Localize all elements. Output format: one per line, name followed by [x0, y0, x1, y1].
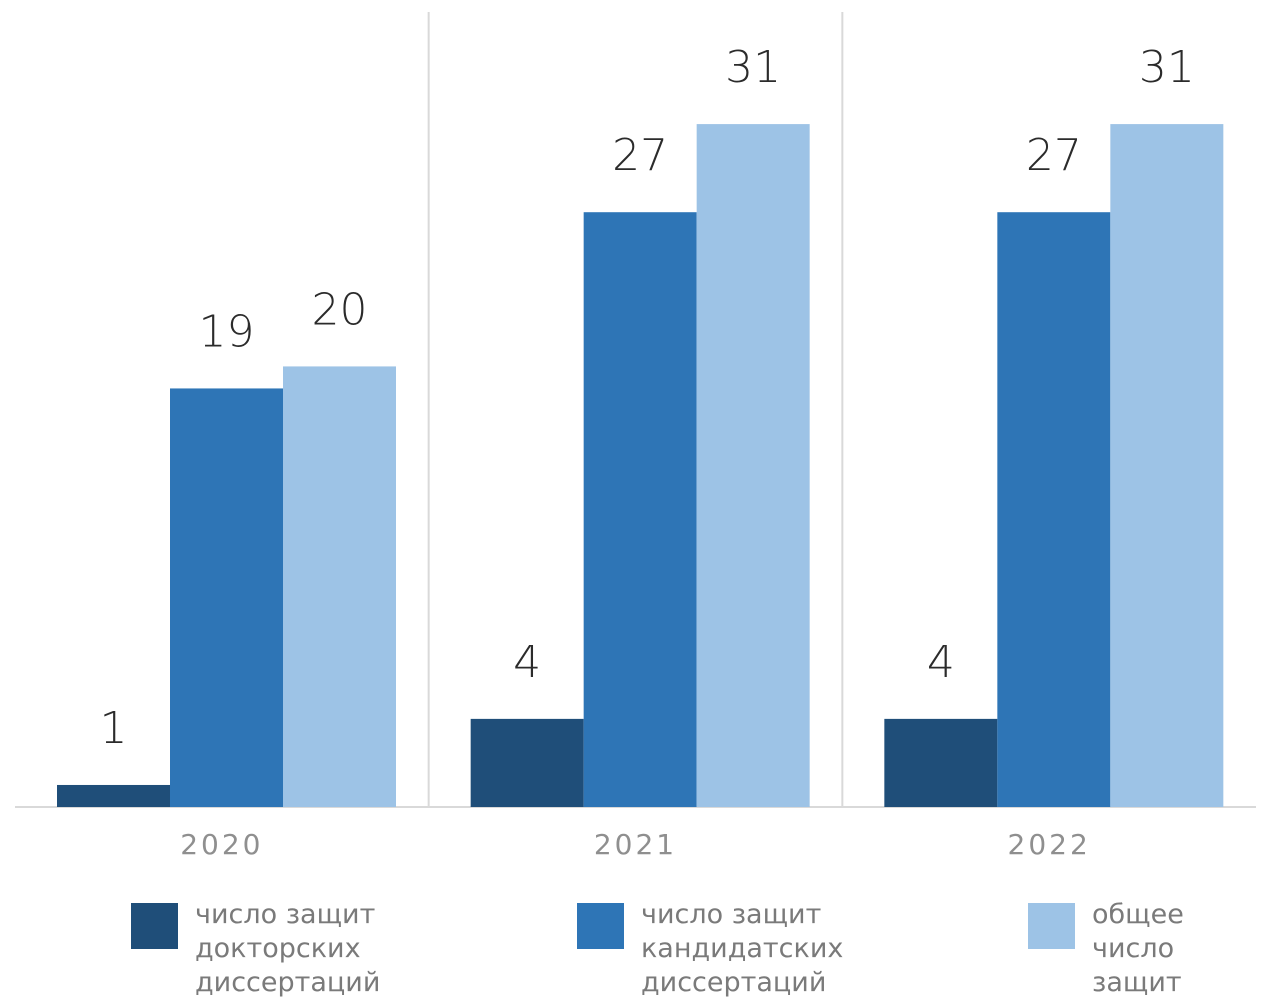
bar-2022-series-1	[884, 718, 998, 807]
data-label: 27	[1026, 130, 1082, 181]
legend-label-line: докторских	[195, 933, 361, 964]
legend-label-line: число защит	[195, 899, 375, 930]
bar-2022-series-2	[997, 212, 1111, 808]
bar-2020-series-3	[283, 366, 396, 807]
legend-label: число защит докторских диссертаций	[195, 899, 380, 998]
data-label: 4	[927, 637, 955, 688]
legend-label-line: кандидатских	[641, 933, 843, 964]
data-label: 20	[312, 284, 368, 335]
legend-swatch	[131, 903, 178, 949]
x-tick-label: 2020	[180, 828, 263, 861]
legend-label-line: диссертаций	[641, 967, 826, 998]
legend-label-line: число защит	[641, 899, 821, 930]
data-label: 4	[513, 637, 541, 688]
legend-label-line: диссертаций	[195, 967, 380, 998]
legend-swatch	[1028, 903, 1075, 949]
x-tick-label: 2021	[594, 828, 677, 861]
legend-label: число защит кандидатских диссертаций	[641, 899, 843, 998]
data-label: 31	[725, 42, 781, 93]
legend-swatch	[577, 903, 624, 949]
bar-2021-series-2	[583, 212, 697, 808]
legend-label: общее число защит	[1092, 899, 1184, 998]
data-label: 31	[1139, 42, 1195, 93]
data-label: 27	[612, 130, 668, 181]
legend-label-line: общее	[1092, 899, 1184, 930]
bar-2021-series-3	[696, 124, 810, 807]
data-label: 19	[199, 306, 255, 357]
bar-2021-series-1	[470, 718, 584, 807]
data-label: 1	[100, 703, 128, 754]
bar-2022-series-3	[1110, 124, 1224, 807]
legend-label-line: число	[1092, 933, 1174, 964]
bar-2020-series-2	[170, 388, 283, 807]
bar-2020-series-1	[57, 784, 170, 807]
legend-label-line: защит	[1092, 967, 1182, 998]
x-tick-label: 2022	[1008, 828, 1091, 861]
